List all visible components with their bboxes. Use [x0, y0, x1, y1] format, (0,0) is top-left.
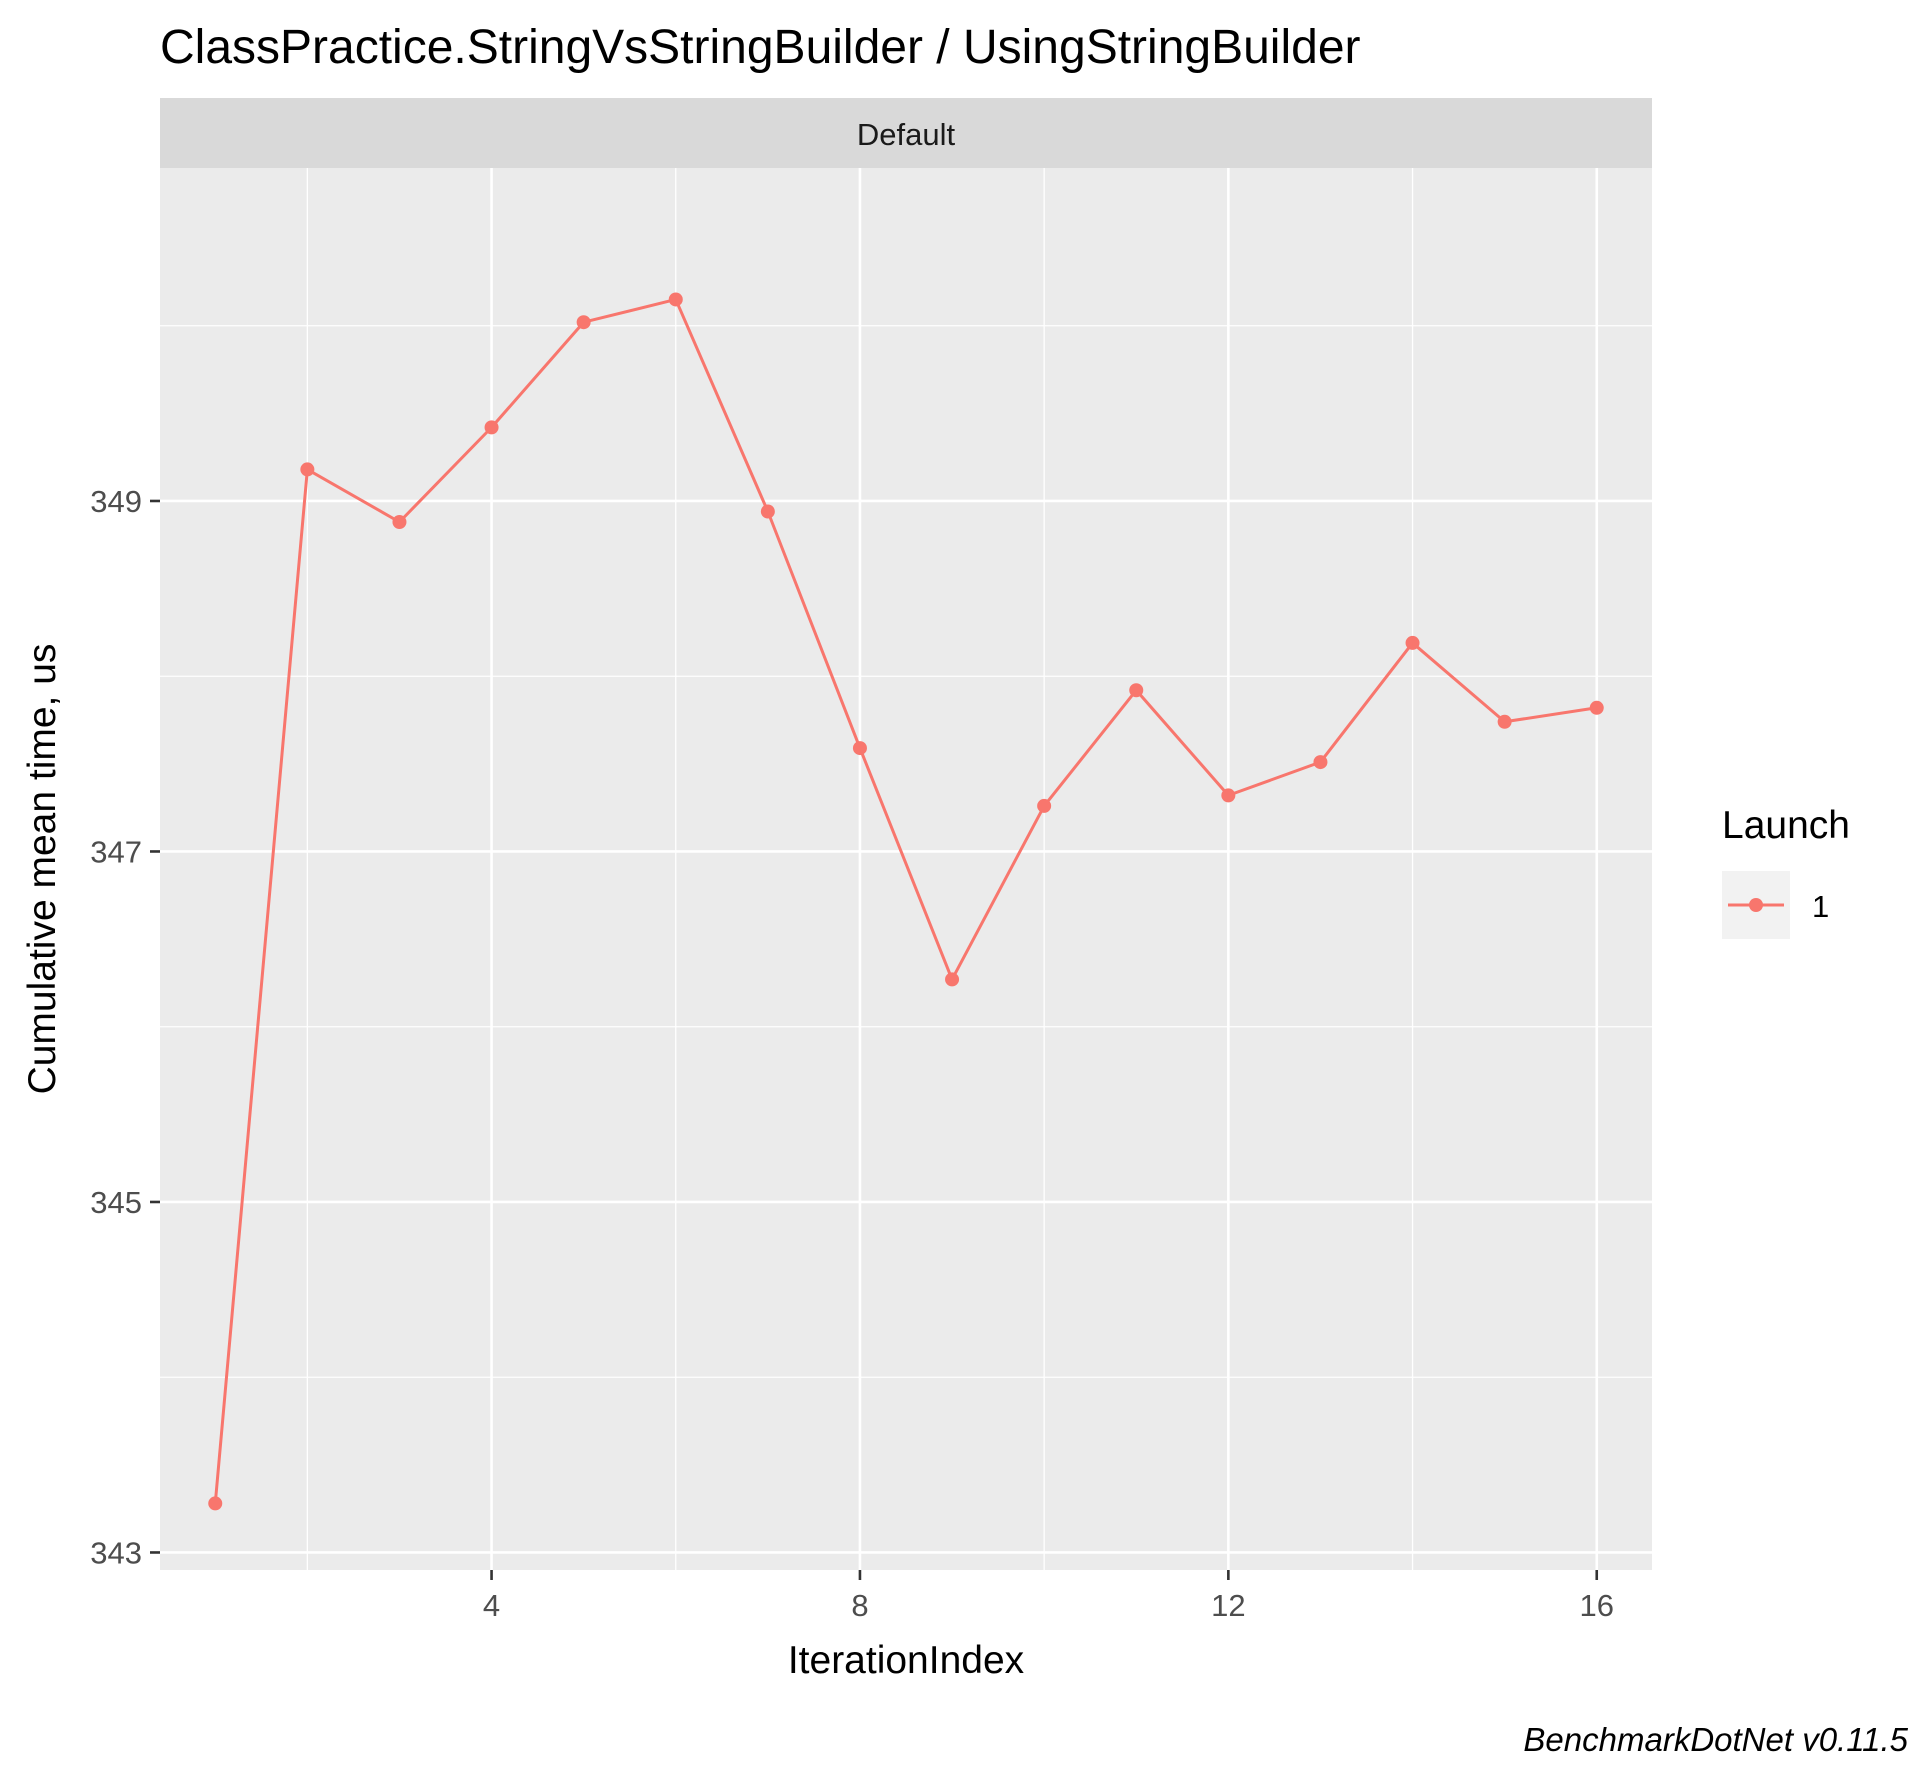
data-point: [760, 504, 775, 519]
x-tick-label: 16: [1579, 1588, 1613, 1623]
facet-label: Default: [857, 117, 956, 152]
y-tick-label: 347: [90, 834, 142, 869]
x-tick-labels: 4 8 12 16: [483, 1588, 1614, 1623]
legend-label: 1: [1812, 889, 1829, 924]
data-point: [208, 1496, 223, 1511]
data-point: [300, 462, 315, 477]
y-axis-title: Cumulative mean time, us: [21, 644, 64, 1095]
data-point: [1129, 683, 1144, 698]
plot-panel: [160, 168, 1652, 1570]
series-layer: [208, 292, 1604, 1511]
caption: BenchmarkDotNet v0.11.5: [1523, 1721, 1908, 1758]
legend-title: Launch: [1722, 804, 1850, 847]
data-point: [576, 315, 591, 330]
x-tick-label: 8: [851, 1588, 868, 1623]
data-point: [1589, 700, 1604, 715]
x-tick-label: 12: [1211, 1588, 1245, 1623]
data-point: [484, 420, 499, 435]
data-point: [1313, 755, 1328, 770]
data-point: [852, 741, 867, 756]
y-tick-label: 343: [90, 1535, 142, 1570]
chart-title: ClassPractice.StringVsStringBuilder / Us…: [160, 21, 1361, 74]
series-line: [213, 297, 1597, 1504]
y-tick-labels: 343 345 347 349: [90, 484, 142, 1570]
x-tick-label: 4: [483, 1588, 500, 1623]
x-axis-title: IterationIndex: [788, 1639, 1025, 1682]
major-gridlines: [160, 168, 1652, 1570]
data-point: [1405, 635, 1420, 650]
legend-key-point: [1749, 898, 1763, 912]
data-point: [945, 972, 960, 987]
data-point: [1221, 788, 1236, 803]
data-point: [1497, 714, 1512, 729]
data-point: [1037, 798, 1052, 813]
axis-ticks: [150, 499, 1599, 1580]
y-tick-label: 345: [90, 1185, 142, 1220]
legend: Launch 1: [1722, 804, 1850, 939]
data-point: [668, 292, 683, 307]
data-point: [392, 515, 407, 530]
minor-gridlines: [160, 168, 1652, 1570]
y-tick-label: 349: [90, 484, 142, 519]
facet-strip: [160, 98, 1652, 168]
